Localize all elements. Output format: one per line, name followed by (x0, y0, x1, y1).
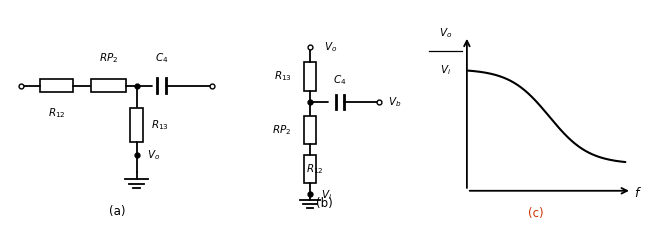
Bar (40, 79, 73, 92)
Text: $V_b$: $V_b$ (388, 95, 402, 109)
Bar (304, 116, 316, 144)
Text: $C_4$: $C_4$ (154, 51, 168, 65)
Bar (130, 108, 143, 142)
Text: $R_{13}$: $R_{13}$ (151, 118, 169, 132)
Text: $V_i$: $V_i$ (440, 64, 451, 77)
Bar (304, 155, 316, 183)
Text: (a): (a) (108, 205, 125, 218)
Text: $V_o$: $V_o$ (147, 148, 160, 162)
Text: $R_{12}$: $R_{12}$ (48, 106, 66, 120)
Text: (c): (c) (528, 208, 543, 221)
Text: $R_{13}$: $R_{13}$ (274, 70, 292, 83)
Text: $V_o$: $V_o$ (324, 40, 337, 54)
Text: $R_{12}$: $R_{12}$ (306, 162, 324, 176)
Text: $RP_2$: $RP_2$ (99, 51, 118, 65)
Text: $V_i$: $V_i$ (321, 189, 332, 202)
Text: $V_o$: $V_o$ (439, 27, 452, 40)
Text: $RP_2$: $RP_2$ (273, 123, 292, 137)
Text: $f$: $f$ (634, 186, 643, 200)
Bar (91, 79, 126, 92)
Text: (b): (b) (316, 197, 333, 210)
Bar (304, 62, 316, 91)
Text: $C_4$: $C_4$ (333, 74, 347, 87)
